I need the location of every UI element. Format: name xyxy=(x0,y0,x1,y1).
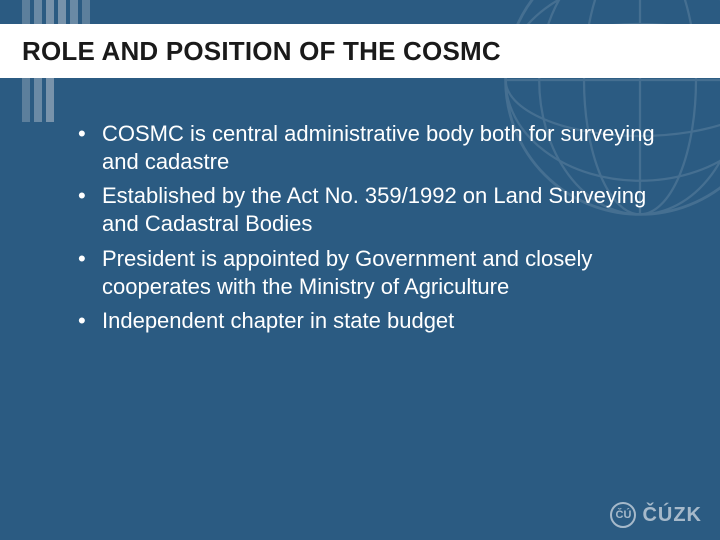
slide-title: ROLE AND POSITION OF THE COSMC xyxy=(22,36,501,67)
top-decorative-bars xyxy=(0,0,90,24)
logo-initials: ČÚ xyxy=(616,509,632,521)
title-band: ROLE AND POSITION OF THE COSMC xyxy=(0,24,720,78)
bar xyxy=(70,0,78,24)
list-item: President is appointed by Government and… xyxy=(78,245,680,301)
content-area: COSMC is central administrative body bot… xyxy=(78,120,680,341)
bar xyxy=(58,0,66,24)
list-item: Established by the Act No. 359/1992 on L… xyxy=(78,182,680,238)
bullet-list: COSMC is central administrative body bot… xyxy=(78,120,680,335)
bar xyxy=(34,78,42,122)
logo-text: ČÚZK xyxy=(642,504,702,527)
list-item: Independent chapter in state budget xyxy=(78,307,680,335)
bar xyxy=(46,0,54,24)
list-item: COSMC is central administrative body bot… xyxy=(78,120,680,176)
bar xyxy=(22,0,30,24)
bar xyxy=(46,78,54,122)
bar xyxy=(34,0,42,24)
bar xyxy=(22,78,30,122)
logo-mark: ČÚ xyxy=(610,502,636,528)
footer-logo: ČÚ ČÚZK xyxy=(610,502,702,528)
side-decorative-bars xyxy=(22,78,54,122)
bar xyxy=(82,0,90,24)
